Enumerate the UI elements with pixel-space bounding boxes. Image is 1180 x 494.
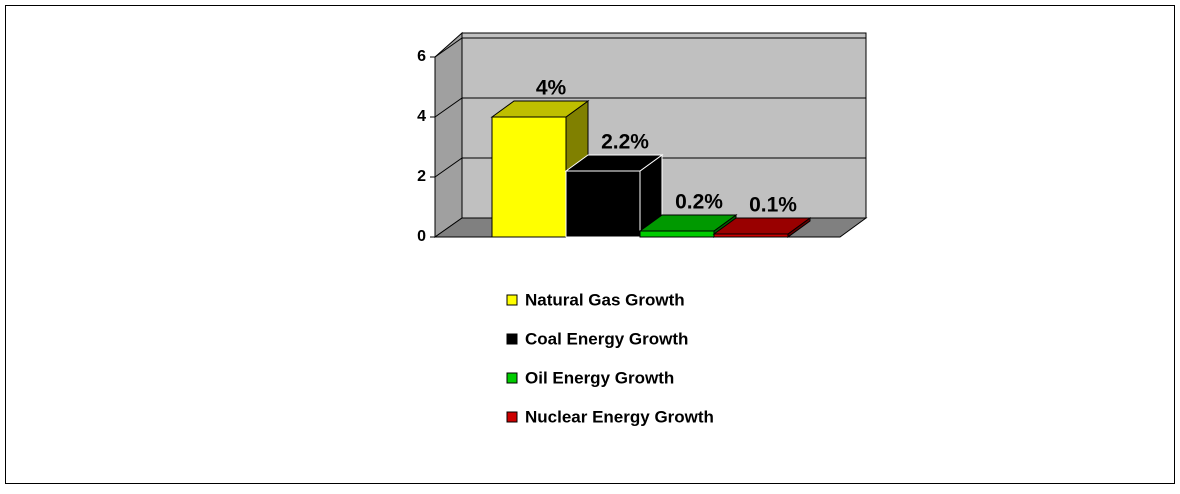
data-label: 4% [536, 77, 567, 100]
legend-label: Natural Gas Growth [525, 290, 685, 309]
bar [490, 100, 590, 238]
bar-front [491, 116, 567, 238]
legend-label: Nuclear Energy Growth [525, 407, 714, 426]
legend-label: Oil Energy Growth [525, 368, 674, 387]
legend-swatch [506, 333, 518, 345]
bar [712, 217, 812, 238]
y-tick-label: 0 [417, 228, 426, 245]
y-tick-label: 4 [417, 108, 426, 125]
bar-front [565, 170, 641, 238]
data-label: 2.2% [601, 131, 649, 154]
y-tick-label: 2 [417, 168, 426, 185]
legend-swatch [506, 372, 518, 384]
legend-label: Coal Energy Growth [525, 329, 688, 348]
grid-line [434, 37, 866, 58]
legend-swatch [506, 294, 518, 306]
grid-line [434, 97, 866, 118]
y-tick-label: 6 [417, 48, 426, 65]
grid-line [434, 157, 866, 178]
data-label: 0.2% [675, 191, 723, 214]
bar-front [713, 233, 789, 238]
legend-swatch [506, 411, 518, 423]
side-wall [434, 31, 463, 238]
bar [564, 154, 664, 238]
bar-front [639, 230, 715, 238]
data-label: 0.1% [749, 194, 797, 217]
